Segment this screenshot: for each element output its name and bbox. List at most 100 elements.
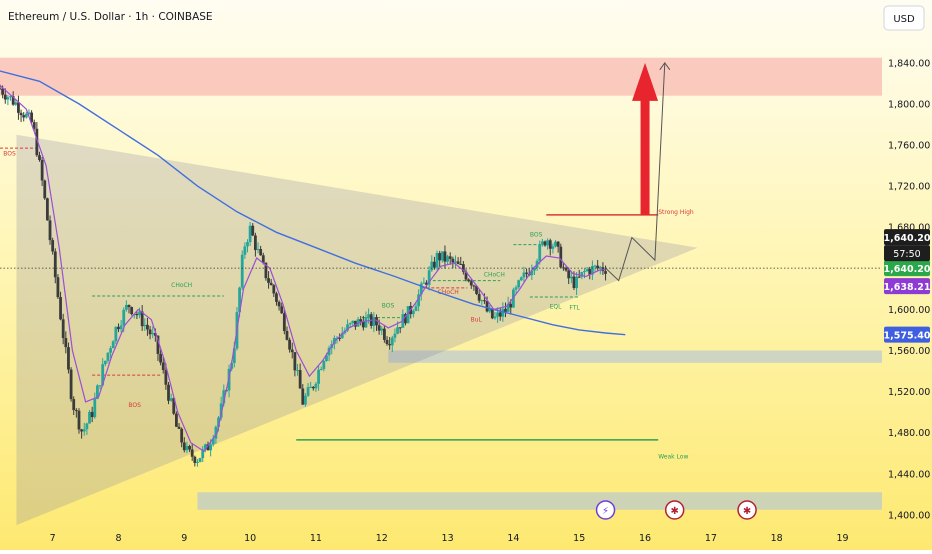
candle-body [35, 128, 39, 156]
candle-body [322, 361, 326, 369]
candle-body [153, 332, 157, 336]
price-tag-label: 1,638.21 [884, 282, 931, 293]
candle-body [146, 324, 149, 330]
price-tag-label: 1,640.20 [884, 264, 931, 275]
candle-body [48, 220, 52, 241]
candle-body [138, 311, 141, 316]
candle-body [117, 326, 120, 330]
zones-layer [0, 57, 882, 510]
us-flag-icon [664, 500, 685, 520]
structure-label: BOS [530, 231, 543, 238]
candle-body [493, 316, 497, 319]
candle-body [214, 426, 218, 439]
candle-body [203, 444, 207, 450]
candle-body [98, 385, 102, 387]
candle-body [188, 445, 191, 450]
candle-body [556, 241, 560, 247]
candle-body [240, 254, 244, 288]
candle-body [269, 282, 273, 286]
candle-body [106, 352, 110, 361]
candle-body [148, 329, 152, 335]
candle-body [309, 386, 313, 388]
candle-body [11, 96, 15, 105]
candle-body [559, 246, 563, 268]
candle-body [209, 444, 213, 451]
candle-body [80, 429, 84, 432]
triangle-pattern [16, 134, 698, 526]
candle-body [293, 352, 297, 371]
candle-body [393, 333, 397, 338]
candle-body [72, 399, 76, 411]
candle-body [311, 386, 315, 389]
candle-body [246, 242, 249, 247]
x-tick-label: 11 [310, 533, 322, 544]
candle-body [332, 337, 336, 345]
candle-body [438, 253, 442, 261]
candle-body [512, 289, 515, 308]
candle-body [433, 261, 436, 268]
candle-body [143, 324, 147, 327]
candle-body [151, 332, 155, 335]
structure-layer: BOS CHoCH BOS BOS CHoCH CHoCH BOS BuL EQL FTL Stro… [0, 147, 694, 460]
candle-body [477, 293, 481, 301]
candle-body [24, 113, 28, 118]
candle-body [338, 337, 342, 339]
candle-body [30, 112, 33, 123]
structure-label: BOS [3, 150, 16, 157]
x-tick-label: 15 [573, 533, 585, 544]
us-flag-icon-glyph: ✱ [743, 506, 751, 517]
y-tick-label: 1,480.00 [888, 428, 930, 439]
y-tick-label: 1,400.00 [888, 510, 930, 521]
projection-arrowhead [659, 61, 671, 71]
candle-body [551, 246, 555, 249]
y-tick-label: 1,520.00 [888, 387, 930, 398]
candle-body [451, 258, 455, 263]
candle-body [340, 333, 344, 339]
candle-body [548, 240, 552, 249]
us-flag-icon [737, 500, 757, 520]
candle-body [382, 328, 386, 340]
candle-body [506, 303, 510, 312]
candle-body [251, 225, 255, 236]
candle-body [364, 317, 368, 328]
candle-body [380, 328, 384, 331]
candle-body [122, 309, 126, 326]
candle-body [580, 272, 584, 277]
candle-body [14, 102, 18, 105]
price-tag-green [884, 260, 930, 277]
currency-button[interactable]: USD [883, 5, 925, 31]
countdown-label: 57:50 [893, 249, 920, 260]
candle-body [440, 251, 444, 261]
candle-body [585, 269, 589, 271]
candle-body [156, 335, 160, 354]
candle-body [372, 317, 376, 326]
structure-label: FTL [569, 304, 580, 311]
price-tag-blue [884, 326, 930, 343]
candle-body [567, 270, 571, 279]
candle-body [464, 271, 468, 280]
candle-body [238, 287, 241, 313]
candle-body [443, 251, 447, 262]
y-tick-label: 1,800.00 [888, 99, 930, 110]
x-tick-label: 10 [244, 533, 256, 544]
candle-body [467, 279, 471, 282]
candle-body [596, 265, 600, 269]
candle-body [575, 276, 578, 289]
candle-body [319, 368, 323, 370]
candle-body [85, 423, 89, 430]
candle-body [325, 355, 328, 362]
candle-body [475, 286, 478, 294]
candle-body [261, 255, 265, 263]
candle-body [59, 297, 62, 320]
candle-body [172, 398, 176, 414]
candle-body [130, 307, 134, 315]
currency-label: USD [893, 14, 915, 25]
candle-body [488, 308, 492, 312]
candle-body [525, 272, 528, 274]
candle-body [180, 428, 184, 443]
candle-body [103, 360, 107, 365]
candle-body [583, 270, 586, 273]
target-arrow [632, 62, 659, 215]
x-tick-label: 14 [507, 533, 519, 544]
